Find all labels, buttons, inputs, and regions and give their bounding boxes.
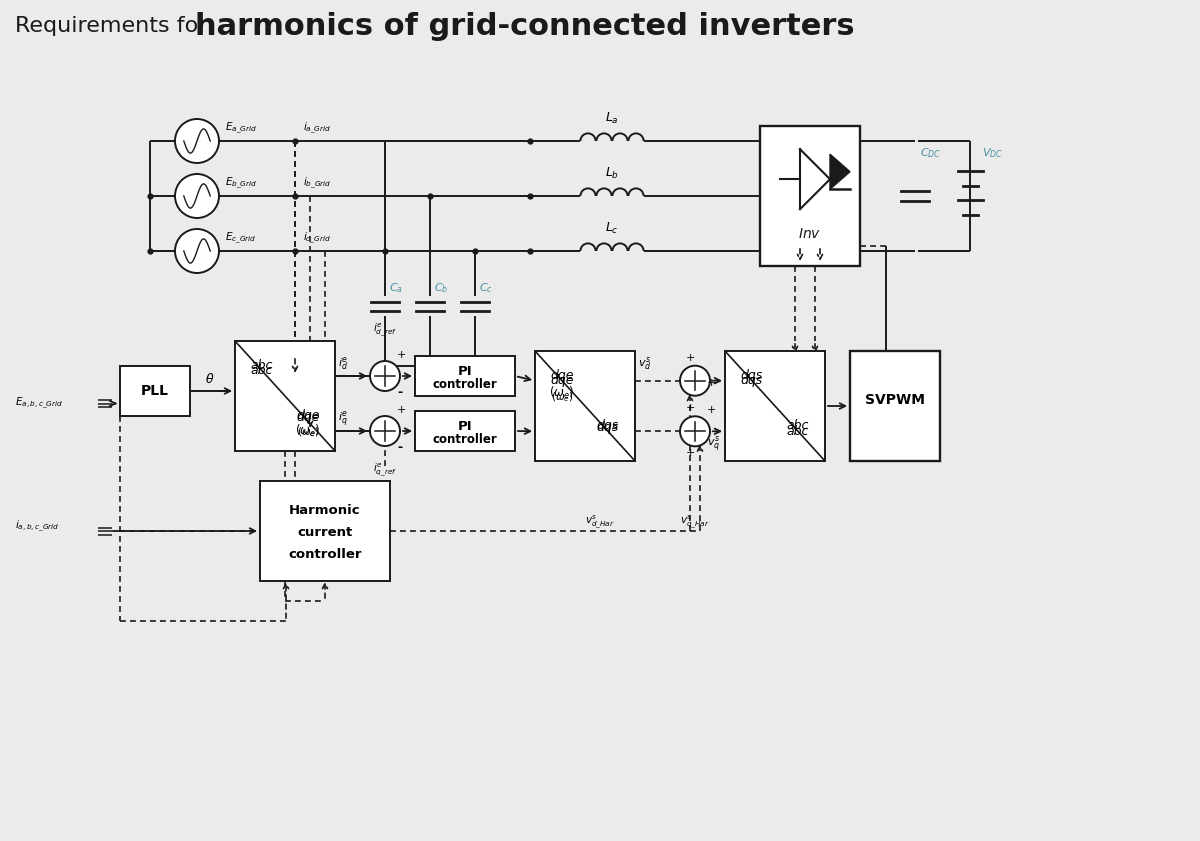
- Bar: [725, 351, 826, 461]
- Text: dqs: dqs: [596, 420, 619, 432]
- Circle shape: [680, 416, 710, 447]
- Text: $i_d^e$: $i_d^e$: [338, 355, 348, 372]
- Text: $L_c$: $L_c$: [605, 221, 619, 236]
- Text: $i_{a\_Grid}$: $i_{a\_Grid}$: [302, 121, 331, 136]
- Text: $L_a$: $L_a$: [605, 111, 619, 126]
- Text: +: +: [707, 378, 716, 388]
- Text: $C_c$: $C_c$: [479, 281, 493, 295]
- Text: $v_{d\_Har}^s$: $v_{d\_Har}^s$: [586, 513, 614, 530]
- Text: Requirements for: Requirements for: [14, 16, 215, 36]
- Bar: [415, 411, 515, 451]
- Text: PI: PI: [457, 420, 473, 433]
- Text: $i_q^e$: $i_q^e$: [338, 410, 348, 429]
- Bar: [120, 366, 190, 416]
- Text: $i_{c\_Grid}$: $i_{c\_Grid}$: [302, 230, 331, 246]
- Text: -: -: [397, 441, 402, 454]
- Text: +: +: [685, 352, 695, 362]
- Bar: [535, 351, 635, 461]
- Text: $i_{d\_ref}^e$: $i_{d\_ref}^e$: [373, 321, 397, 338]
- Text: $E_{c\_Grid}$: $E_{c\_Grid}$: [226, 230, 257, 246]
- Text: $v_{q\_Har}^s$: $v_{q\_Har}^s$: [680, 513, 710, 530]
- Text: +: +: [707, 405, 716, 415]
- Bar: [260, 481, 390, 581]
- Text: $(\omega_e)$: $(\omega_e)$: [551, 390, 574, 404]
- Text: +: +: [685, 404, 695, 413]
- Circle shape: [370, 361, 400, 391]
- Text: $(\omega_e)$: $(\omega_e)$: [550, 384, 575, 401]
- Text: controller: controller: [433, 378, 497, 391]
- Circle shape: [370, 416, 400, 446]
- Text: $i_{a,b,c\_Grid}$: $i_{a,b,c\_Grid}$: [14, 518, 59, 533]
- Circle shape: [175, 174, 220, 218]
- Bar: [760, 126, 860, 266]
- Text: dqs: dqs: [740, 374, 763, 387]
- Text: $\theta$: $\theta$: [205, 372, 215, 386]
- Text: abc: abc: [787, 420, 809, 432]
- Text: current: current: [298, 526, 353, 539]
- Polygon shape: [830, 154, 850, 189]
- Text: $v_q^s$: $v_q^s$: [707, 435, 720, 454]
- Text: -: -: [397, 386, 402, 399]
- Text: abc: abc: [251, 359, 274, 372]
- Text: $(\omega_e)$: $(\omega_e)$: [296, 426, 319, 439]
- Circle shape: [175, 119, 220, 163]
- Text: dqe: dqe: [296, 411, 319, 425]
- Text: Harmonic: Harmonic: [289, 505, 361, 517]
- Text: harmonics of grid-connected inverters: harmonics of grid-connected inverters: [194, 12, 854, 41]
- Text: $v_d^s$: $v_d^s$: [638, 355, 652, 372]
- Circle shape: [680, 366, 710, 396]
- Text: PI: PI: [457, 365, 473, 378]
- Text: $E_{a,b,c\_Grid}$: $E_{a,b,c\_Grid}$: [14, 396, 62, 411]
- Text: dqe: dqe: [551, 374, 574, 387]
- Text: +: +: [685, 448, 695, 458]
- Text: $C_b$: $C_b$: [434, 281, 449, 295]
- Text: +: +: [397, 405, 407, 415]
- Text: dqs: dqs: [596, 421, 619, 435]
- Circle shape: [175, 229, 220, 273]
- Text: +: +: [397, 350, 407, 360]
- Bar: [235, 341, 335, 451]
- Text: $(\omega_e)$: $(\omega_e)$: [295, 423, 320, 439]
- Text: controller: controller: [288, 548, 361, 562]
- Text: abc: abc: [251, 364, 274, 378]
- Text: abc: abc: [787, 425, 809, 438]
- Text: $i_{q\_ref}^e$: $i_{q\_ref}^e$: [373, 461, 397, 478]
- Text: $E_{a\_Grid}$: $E_{a\_Grid}$: [226, 121, 257, 136]
- Bar: [415, 356, 515, 396]
- Text: $C_a$: $C_a$: [389, 281, 403, 295]
- Text: dqe: dqe: [296, 410, 319, 422]
- Text: PLL: PLL: [142, 384, 169, 398]
- Text: $Inv$: $Inv$: [798, 227, 822, 241]
- Text: $L_b$: $L_b$: [605, 166, 619, 181]
- Text: $i_{b\_Grid}$: $i_{b\_Grid}$: [302, 176, 331, 191]
- Text: controller: controller: [433, 433, 497, 447]
- Text: SVPWM: SVPWM: [865, 394, 925, 408]
- Text: dqe: dqe: [551, 368, 574, 382]
- Text: $E_{b\_Grid}$: $E_{b\_Grid}$: [226, 176, 257, 191]
- Text: $V_{DC}$: $V_{DC}$: [982, 146, 1003, 160]
- Text: dqs: dqs: [740, 368, 763, 382]
- Text: $C_{DC}$: $C_{DC}$: [920, 146, 941, 160]
- Bar: [850, 351, 940, 461]
